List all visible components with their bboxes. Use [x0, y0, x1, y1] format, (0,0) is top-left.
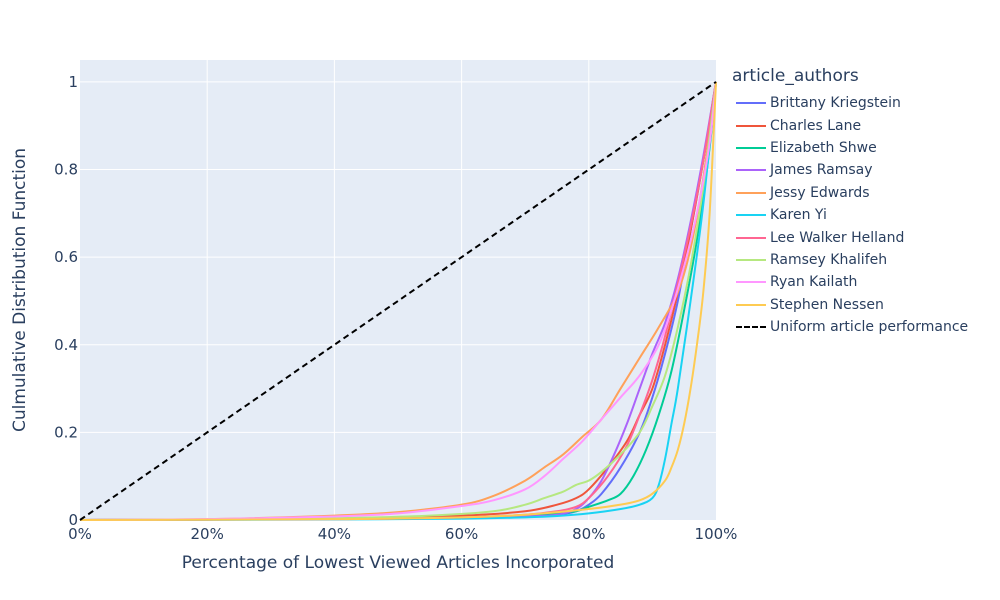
legend-items: Brittany Kriegstein Charles Lane Elizabeth… — [732, 92, 968, 338]
legend-label: Ramsey Khalifeh — [770, 251, 888, 268]
legend-item-karen-yi[interactable]: Karen Yi — [732, 204, 968, 226]
legend-swatch — [736, 102, 766, 105]
y-tick-label: 1 — [68, 73, 78, 91]
legend-label: Jessy Edwards — [770, 184, 870, 201]
legend-swatch — [736, 146, 766, 149]
legend-item-elizabeth-shwe[interactable]: Elizabeth Shwe — [732, 137, 968, 159]
legend-label: Ryan Kailath — [770, 274, 858, 291]
series-line-ryan-kailath[interactable] — [79, 81, 717, 521]
legend-swatch — [736, 303, 766, 306]
x-tick-labels: 0% 20% 40% 60% 80% 100% — [68, 525, 737, 543]
legend-label: Karen Yi — [770, 207, 827, 224]
legend-label: James Ramsay — [770, 162, 873, 179]
series-line-karen-yi[interactable] — [79, 81, 717, 521]
legend-swatch — [736, 236, 766, 239]
legend-item-brittany-kriegstein[interactable]: Brittany Kriegstein — [732, 92, 968, 114]
y-tick-label: 0.8 — [54, 161, 78, 179]
legend-item-ryan-kailath[interactable]: Ryan Kailath — [732, 271, 968, 293]
legend-item-charles-lane[interactable]: Charles Lane — [732, 114, 968, 136]
y-tick-labels: 0 0.2 0.4 0.6 0.8 1 — [54, 73, 78, 529]
x-tick-label: 40% — [318, 525, 351, 543]
x-tick-label: 100% — [695, 525, 738, 543]
series-layer — [79, 81, 717, 521]
legend-label: Brittany Kriegstein — [770, 95, 901, 112]
y-tick-label: 0.4 — [54, 336, 78, 354]
legend-swatch — [736, 124, 766, 127]
legend-label: Lee Walker Helland — [770, 229, 905, 246]
y-tick-label: 0.6 — [54, 248, 78, 266]
legend-item-ramsey-khalifeh[interactable]: Ramsey Khalifeh — [732, 249, 968, 271]
legend-title: article_authors — [732, 66, 859, 86]
x-tick-label: 80% — [572, 525, 605, 543]
series-line-ramsey-khalifeh[interactable] — [79, 81, 717, 521]
legend-label: Charles Lane — [770, 117, 862, 134]
legend-swatch — [736, 326, 766, 329]
legend-item-stephen-nessen[interactable]: Stephen Nessen — [732, 294, 968, 316]
legend-swatch — [736, 214, 766, 217]
x-tick-label: 20% — [191, 525, 224, 543]
legend-label: Elizabeth Shwe — [770, 139, 877, 156]
gridlines — [80, 60, 716, 520]
y-axis-label: Culmulative Distribution Function — [10, 148, 30, 432]
series-line-uniform-article-performance[interactable] — [79, 81, 717, 521]
legend-item-uniform-article-performance[interactable]: Uniform article performance — [732, 316, 968, 338]
legend-swatch — [736, 169, 766, 172]
x-tick-label: 60% — [445, 525, 478, 543]
y-tick-label: 0 — [68, 511, 78, 529]
legend-label: Uniform article performance — [770, 319, 969, 336]
legend-item-james-ramsay[interactable]: James Ramsay — [732, 159, 968, 181]
legend-swatch — [736, 258, 766, 261]
legend-swatch — [736, 281, 766, 284]
series-line-stephen-nessen[interactable] — [79, 81, 717, 521]
y-tick-label: 0.2 — [54, 423, 78, 441]
x-axis-label: Percentage of Lowest Viewed Articles Inc… — [182, 553, 615, 573]
plot-area — [80, 60, 716, 520]
legend-item-lee-walker-helland[interactable]: Lee Walker Helland — [732, 226, 968, 248]
legend: article_authors Brittany Kriegstein Charl… — [732, 66, 968, 338]
legend-item-jessy-edwards[interactable]: Jessy Edwards — [732, 182, 968, 204]
legend-swatch — [736, 191, 766, 194]
legend-label: Stephen Nessen — [770, 296, 884, 313]
x-tick-label: 0% — [68, 525, 92, 543]
